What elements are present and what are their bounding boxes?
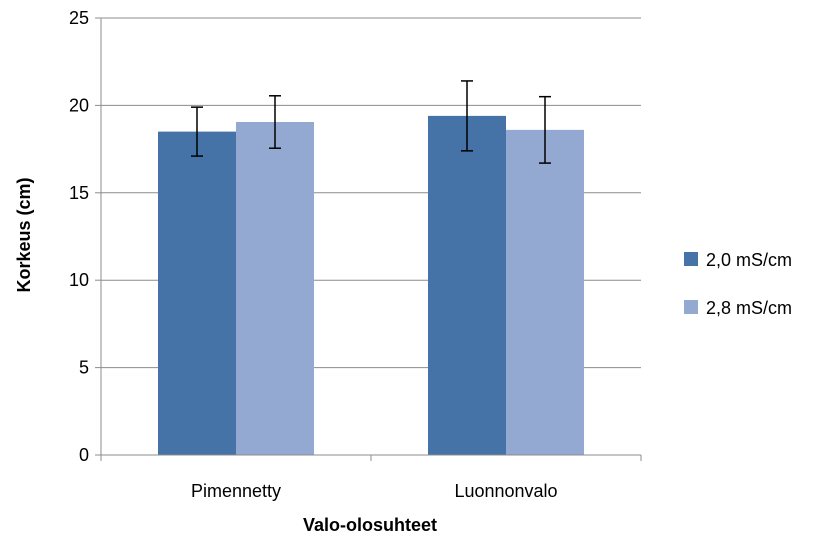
axes — [95, 17, 642, 461]
bar — [236, 122, 314, 456]
legend: 2,0 mS/cm 2,8 mS/cm — [684, 250, 792, 318]
y-axis-title: Korkeus (cm) — [14, 177, 34, 292]
legend-label: 2,8 mS/cm — [706, 298, 792, 318]
y-tick-labels: 0 5 10 15 20 25 — [69, 8, 89, 465]
x-axis-title: Valo-olosuhteet — [303, 515, 437, 535]
y-tick-label: 20 — [69, 95, 89, 115]
error-bars — [191, 80, 551, 164]
x-tick-label: Pimennetty — [191, 481, 281, 501]
legend-swatch — [684, 252, 698, 266]
y-tick-label: 0 — [79, 445, 89, 465]
legend-swatch — [684, 300, 698, 314]
bar — [428, 115, 506, 455]
y-tick-label: 10 — [69, 270, 89, 290]
bar — [158, 131, 236, 455]
x-tick-label: Luonnonvalo — [454, 481, 557, 501]
bar — [506, 129, 584, 455]
y-tick-label: 25 — [69, 8, 89, 28]
x-tick-labels: Pimennetty Luonnonvalo — [191, 481, 558, 501]
y-tick-label: 5 — [79, 358, 89, 378]
bars — [158, 115, 584, 456]
y-tick-label: 15 — [69, 183, 89, 203]
legend-label: 2,0 mS/cm — [706, 250, 792, 270]
